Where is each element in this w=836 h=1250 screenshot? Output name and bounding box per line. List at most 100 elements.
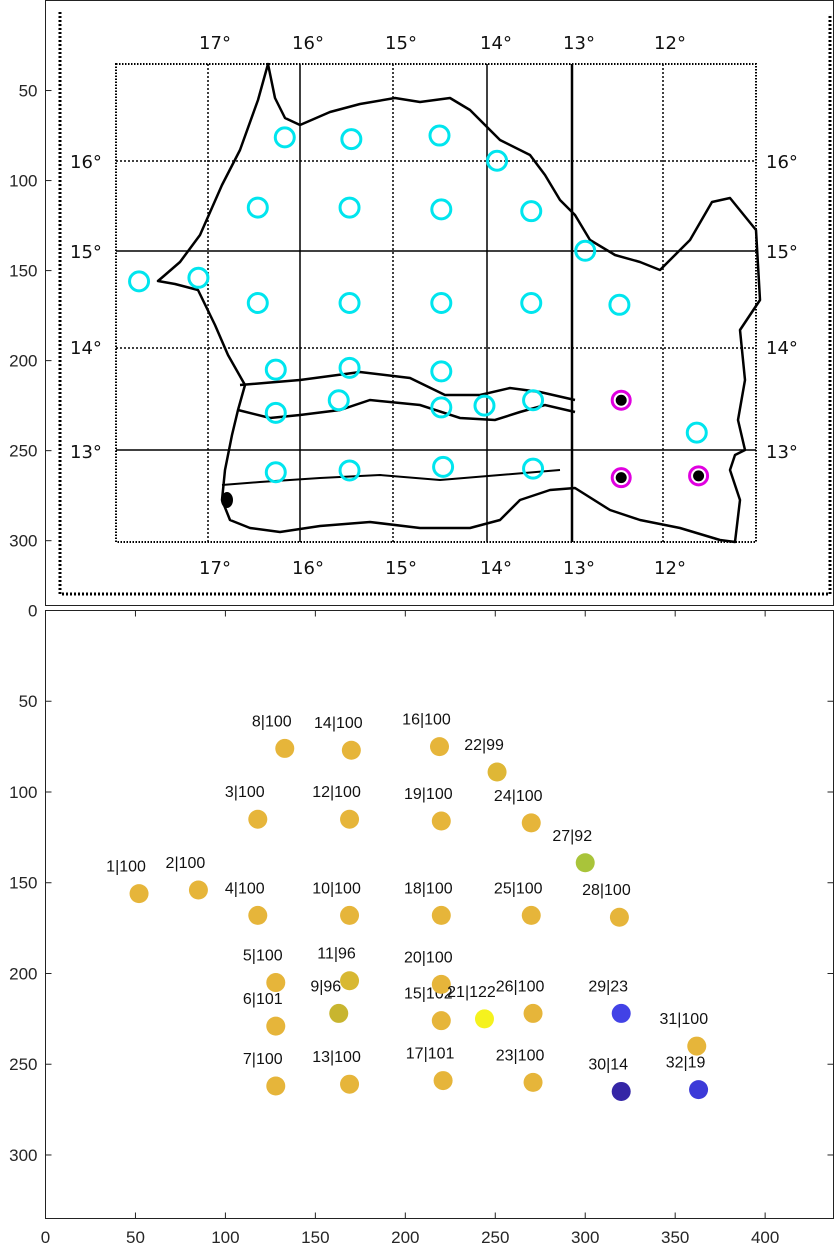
station-ring-cyan (574, 239, 597, 262)
map-graticule-labels: 17° 17° 16° 16° 15° 15° 14° 14° 13° 13° 12° 12° 16° 1… (70, 33, 798, 579)
station-ring-cyan (430, 360, 453, 383)
scatter-point (611, 1003, 631, 1023)
station-ring-cyan (430, 292, 453, 314)
scatter-point-label: 9|96 (310, 978, 341, 995)
station-rings (128, 124, 710, 489)
country-outline (156, 62, 762, 544)
map-lon-label-top: 16° (292, 33, 324, 54)
scatter-point (275, 738, 295, 758)
station-fill-black (615, 394, 627, 406)
station-ring-cyan (486, 149, 509, 172)
scatter-point (431, 905, 451, 925)
station-ring-cyan (430, 396, 453, 419)
scatter-point-label: 5|100 (243, 948, 283, 965)
scatter-point (341, 740, 361, 760)
scatter-point (329, 1003, 349, 1023)
map-lon-label-top: 12° (654, 33, 686, 54)
scatter-point (266, 1076, 286, 1096)
scatter-point (611, 1081, 631, 1101)
scatter-point-label: 24|100 (494, 788, 543, 805)
scatter-point-label: 2|100 (166, 855, 206, 872)
map-lon-label-bottom: 17° (199, 558, 231, 579)
map-lat-label-right: 15° (766, 242, 798, 263)
station-ring-cyan (128, 270, 151, 293)
scatter-point-label: 1|100 (106, 859, 146, 876)
scatter-point (431, 1011, 451, 1031)
scatter-point-label: 23|100 (496, 1047, 545, 1064)
top-y-tick-label: 100 (9, 172, 37, 191)
map-lon-label-top: 17° (199, 33, 231, 54)
bottom-y-tick-label: 200 (9, 964, 37, 983)
station-ring-cyan (473, 394, 496, 417)
bottom-y-tick-label: 150 (9, 874, 37, 893)
scatter-point (266, 973, 286, 993)
scatter-point-label: 17|101 (406, 1046, 455, 1063)
map-lon-label-bottom: 12° (654, 558, 686, 579)
station-ring-cyan (608, 293, 631, 316)
scatter-point (523, 1072, 543, 1092)
scatter-point (129, 884, 149, 904)
scatter-point-label: 12|100 (312, 784, 361, 801)
map-lat-label-left: 16° (70, 152, 102, 173)
scatter-point-label: 8|100 (252, 713, 292, 730)
bottom-x-tick-label: 50 (126, 1228, 145, 1247)
scatter-point (248, 905, 268, 925)
station-ring-cyan (338, 459, 361, 482)
map-lon-label-bottom: 14° (480, 558, 512, 579)
scatter-point-label: 11|96 (317, 946, 356, 963)
scatter-point (575, 853, 595, 873)
scatter-point-label: 28|100 (582, 882, 631, 899)
bottom-x-tick-label: 300 (571, 1228, 599, 1247)
station-ring-cyan (428, 124, 451, 147)
scatter-point (431, 974, 451, 994)
map-lat-label-right: 16° (766, 152, 798, 173)
top-y-tick-label: 150 (9, 262, 37, 281)
station-ring-cyan (338, 292, 361, 314)
scatter-point (431, 811, 451, 831)
top-y-tick-label: 300 (9, 532, 37, 551)
station-ring-cyan (264, 461, 287, 484)
scatter-point-label: 26|100 (496, 978, 545, 995)
scatter-point (689, 1080, 709, 1100)
scatter-point (430, 737, 449, 757)
map-panel-frame (45, 0, 834, 606)
scatter-point (521, 813, 541, 833)
coast-dot (221, 492, 233, 508)
scatter-point (609, 907, 629, 927)
scatter-point-label: 10|100 (312, 880, 361, 897)
station-ring-cyan (520, 292, 543, 314)
scatter-point-label: 18|100 (404, 880, 453, 897)
map-lon-label-bottom: 13° (563, 558, 595, 579)
map-lat-label-left: 14° (70, 338, 102, 359)
bottom-x-tick-label: 150 (301, 1228, 329, 1247)
scatter-point (340, 809, 360, 829)
scatter-point-label: 21|122 (447, 984, 496, 1001)
scatter-point (521, 905, 541, 925)
station-fill-black (615, 472, 627, 484)
station-ring-cyan (246, 292, 269, 314)
bottom-x-axis: 0 50 100 150 200 250 300 350 400 (41, 610, 779, 1247)
map-lat-label-left: 13° (70, 442, 102, 463)
scatter-point-label: 22|99 (464, 737, 504, 754)
station-ring-cyan (187, 266, 210, 289)
bottom-x-tick-label: 100 (211, 1228, 239, 1247)
station-ring-cyan (522, 389, 545, 412)
station-ring-cyan (338, 196, 361, 219)
top-y-tick-label: 250 (9, 442, 37, 461)
scatter-point-label: 25|100 (494, 880, 543, 897)
bottom-x-tick-label: 250 (481, 1228, 509, 1247)
scatter-point (487, 762, 507, 782)
scatter-point-label: 16|100 (402, 712, 451, 729)
station-ring-cyan (264, 401, 287, 424)
scatter-point-label: 3|100 (225, 784, 265, 801)
station-ring-cyan (685, 421, 708, 444)
top-y-tick-label: 50 (19, 82, 38, 101)
bottom-y-tick-label: 300 (9, 1146, 37, 1165)
map-inner-frame (115, 63, 757, 543)
map-panel: 17° 17° 16° 16° 15° 15° 14° 14° 13° 13° 12° 12° 16° 1… (9, 0, 834, 606)
station-ring-cyan (432, 455, 455, 478)
bottom-x-tick-label: 0 (41, 1228, 50, 1247)
top-y-axis: 50 100 150 200 250 300 (9, 82, 52, 551)
bottom-y-axis: 0 50 100 150 200 250 300 (9, 602, 834, 1165)
station-ring-cyan (246, 196, 269, 219)
